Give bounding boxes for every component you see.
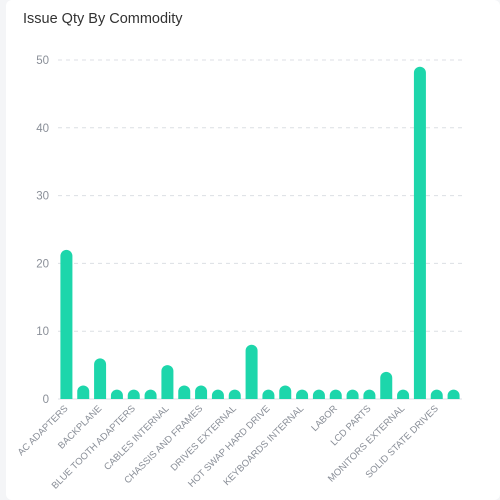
bar[interactable] — [94, 358, 107, 399]
bar[interactable] — [430, 389, 443, 399]
bar[interactable] — [380, 371, 393, 399]
grid-lines — [58, 59, 462, 400]
bar[interactable] — [262, 389, 275, 399]
bar[interactable] — [178, 385, 191, 399]
x-tick-label: CABLES INTERNAL — [102, 403, 171, 472]
bar[interactable] — [245, 344, 258, 399]
bars — [60, 66, 460, 399]
bar[interactable] — [60, 249, 73, 399]
bar[interactable] — [397, 389, 410, 399]
bar[interactable] — [127, 389, 140, 399]
bar[interactable] — [329, 389, 342, 399]
bar[interactable] — [413, 66, 426, 399]
bar[interactable] — [312, 389, 325, 399]
y-tick-label: 50 — [36, 55, 49, 67]
x-tick-label: LABOR — [309, 403, 340, 434]
bar[interactable] — [447, 389, 460, 399]
bar[interactable] — [77, 385, 90, 399]
bar[interactable] — [195, 385, 208, 399]
y-tick-label: 30 — [36, 191, 49, 203]
bar[interactable] — [346, 389, 359, 399]
bar[interactable] — [363, 389, 376, 399]
y-axis-ticks: 0 10 20 30 40 50 — [36, 55, 49, 406]
bar[interactable] — [161, 365, 174, 399]
bar[interactable] — [211, 389, 224, 399]
y-tick-label: 20 — [36, 258, 49, 270]
bar[interactable] — [110, 389, 123, 399]
bar[interactable] — [279, 385, 292, 399]
y-tick-label: 10 — [36, 326, 49, 338]
y-tick-label: 0 — [43, 394, 49, 406]
chart-title: Issue Qty By Commodity — [23, 11, 183, 27]
y-tick-label: 40 — [36, 123, 49, 135]
bar[interactable] — [144, 389, 157, 399]
bar[interactable] — [296, 389, 309, 399]
bar[interactable] — [228, 389, 241, 399]
